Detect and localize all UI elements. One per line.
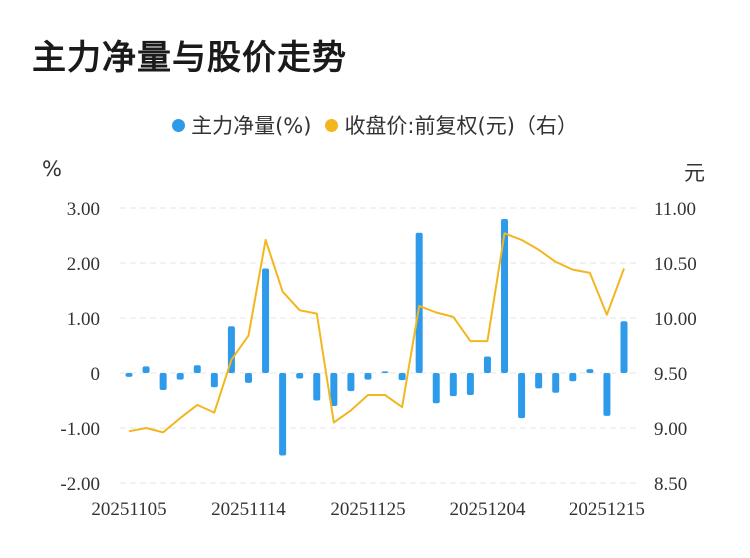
net-flow-bar	[296, 373, 304, 379]
y-right-tick-label: 9.50	[654, 364, 687, 385]
chart-title: 主力净量与股价走势	[32, 38, 347, 78]
y-right-tick-label: 8.50	[654, 474, 687, 495]
net-flow-bar	[125, 373, 133, 377]
legend-label-close-price: 收盘价:前复权(元)（右）	[344, 114, 578, 138]
y-right-tick-label: 11.00	[654, 199, 696, 220]
net-flow-bar	[501, 219, 509, 373]
y-right-tick-label: 10.00	[654, 309, 697, 330]
net-flow-bar	[193, 365, 201, 373]
net-flow-bar	[244, 373, 252, 383]
legend-dot-close-price	[325, 118, 339, 132]
net-flow-bar	[449, 373, 457, 397]
right-axis-unit: 元	[684, 161, 705, 185]
y-left-tick-label: 3.00	[67, 199, 100, 220]
y-left-tick-label: -2.00	[60, 474, 100, 495]
net-flow-bar	[603, 373, 611, 416]
net-flow-bar	[279, 373, 287, 456]
y-left-tick-label: 0	[91, 364, 101, 385]
net-flow-bar	[313, 373, 321, 401]
x-tick-label: 20251215	[569, 499, 645, 520]
net-flow-bar	[569, 373, 577, 382]
y-left-tick-label: -1.00	[60, 419, 100, 440]
net-flow-bar	[466, 373, 474, 395]
net-flow-bar	[586, 369, 594, 373]
legend-label-net-flow: 主力净量(%)	[191, 114, 312, 138]
x-tick-label: 20251105	[91, 499, 166, 520]
net-flow-bar	[518, 373, 526, 419]
net-flow-bar	[142, 366, 150, 373]
net-flow-bar	[415, 232, 423, 373]
net-flow-bar	[535, 373, 543, 389]
close-price-line	[128, 232, 625, 434]
y-left-tick-label: 2.00	[67, 254, 100, 275]
net-flow-bar	[483, 356, 491, 373]
legend-item-net-flow[interactable]: 主力净量(%)	[172, 110, 311, 140]
legend-dot-net-flow	[172, 118, 186, 132]
net-flow-bar	[262, 268, 270, 373]
net-flow-bar	[552, 373, 560, 393]
legend-item-close-price[interactable]: 收盘价:前复权(元)（右）	[325, 110, 578, 140]
net-flow-bar	[398, 373, 406, 381]
y-right-tick-label: 10.50	[654, 254, 697, 275]
net-flow-bar	[381, 371, 389, 373]
y-right-tick-label: 9.00	[654, 419, 687, 440]
net-flow-bar	[210, 373, 218, 388]
x-tick-label: 20251114	[211, 499, 286, 520]
net-flow-bar	[227, 326, 235, 373]
net-flow-bar	[176, 373, 184, 380]
net-flow-bar	[347, 373, 355, 392]
net-flow-bar	[159, 373, 167, 391]
net-flow-bar	[620, 321, 628, 373]
net-flow-bar	[364, 373, 372, 380]
net-flow-bar	[330, 373, 338, 406]
net-flow-bar	[432, 373, 440, 404]
left-axis-unit: %	[42, 157, 62, 181]
x-tick-label: 20251204	[449, 499, 526, 520]
y-left-tick-label: 1.00	[67, 309, 100, 330]
x-tick-label: 20251125	[330, 499, 405, 520]
chart-legend: 主力净量(%) 收盘价:前复权(元)（右）	[0, 110, 750, 140]
